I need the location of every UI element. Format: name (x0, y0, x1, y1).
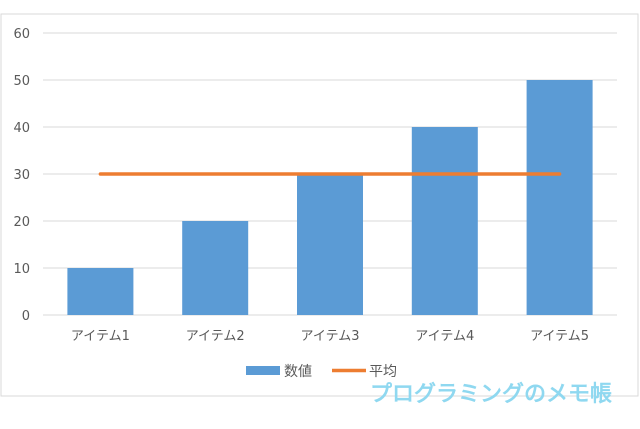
y-axis-ticks: 0 10 20 30 40 50 60 (13, 27, 30, 324)
x-tick-label: アイテム3 (301, 329, 360, 344)
gridlines (43, 32, 617, 316)
legend: 数値 平均 (246, 364, 397, 380)
bar-series (67, 80, 593, 315)
legend-label: 数値 (284, 364, 312, 380)
y-tick-label: 50 (13, 74, 30, 89)
x-tick-label: アイテム4 (415, 329, 474, 344)
watermark-text: プログラミングのメモ帳 (370, 381, 612, 407)
x-tick-label: アイテム1 (71, 329, 130, 344)
x-axis-ticks: アイテム1 アイテム2 アイテム3 アイテム4 アイテム5 (71, 329, 589, 344)
legend-label: 平均 (369, 364, 397, 380)
bar (182, 221, 249, 315)
bar (297, 174, 363, 315)
y-tick-label: 10 (13, 262, 30, 277)
bar (411, 127, 478, 315)
y-tick-label: 40 (13, 121, 30, 136)
bar (526, 80, 593, 315)
y-tick-label: 0 (22, 309, 30, 324)
legend-swatch-bar (246, 366, 280, 375)
x-tick-label: アイテム5 (530, 329, 589, 344)
y-tick-label: 60 (13, 27, 30, 42)
y-tick-label: 20 (13, 215, 30, 230)
x-tick-label: アイテム2 (186, 329, 245, 344)
y-tick-label: 30 (13, 168, 30, 183)
bar (67, 268, 134, 315)
